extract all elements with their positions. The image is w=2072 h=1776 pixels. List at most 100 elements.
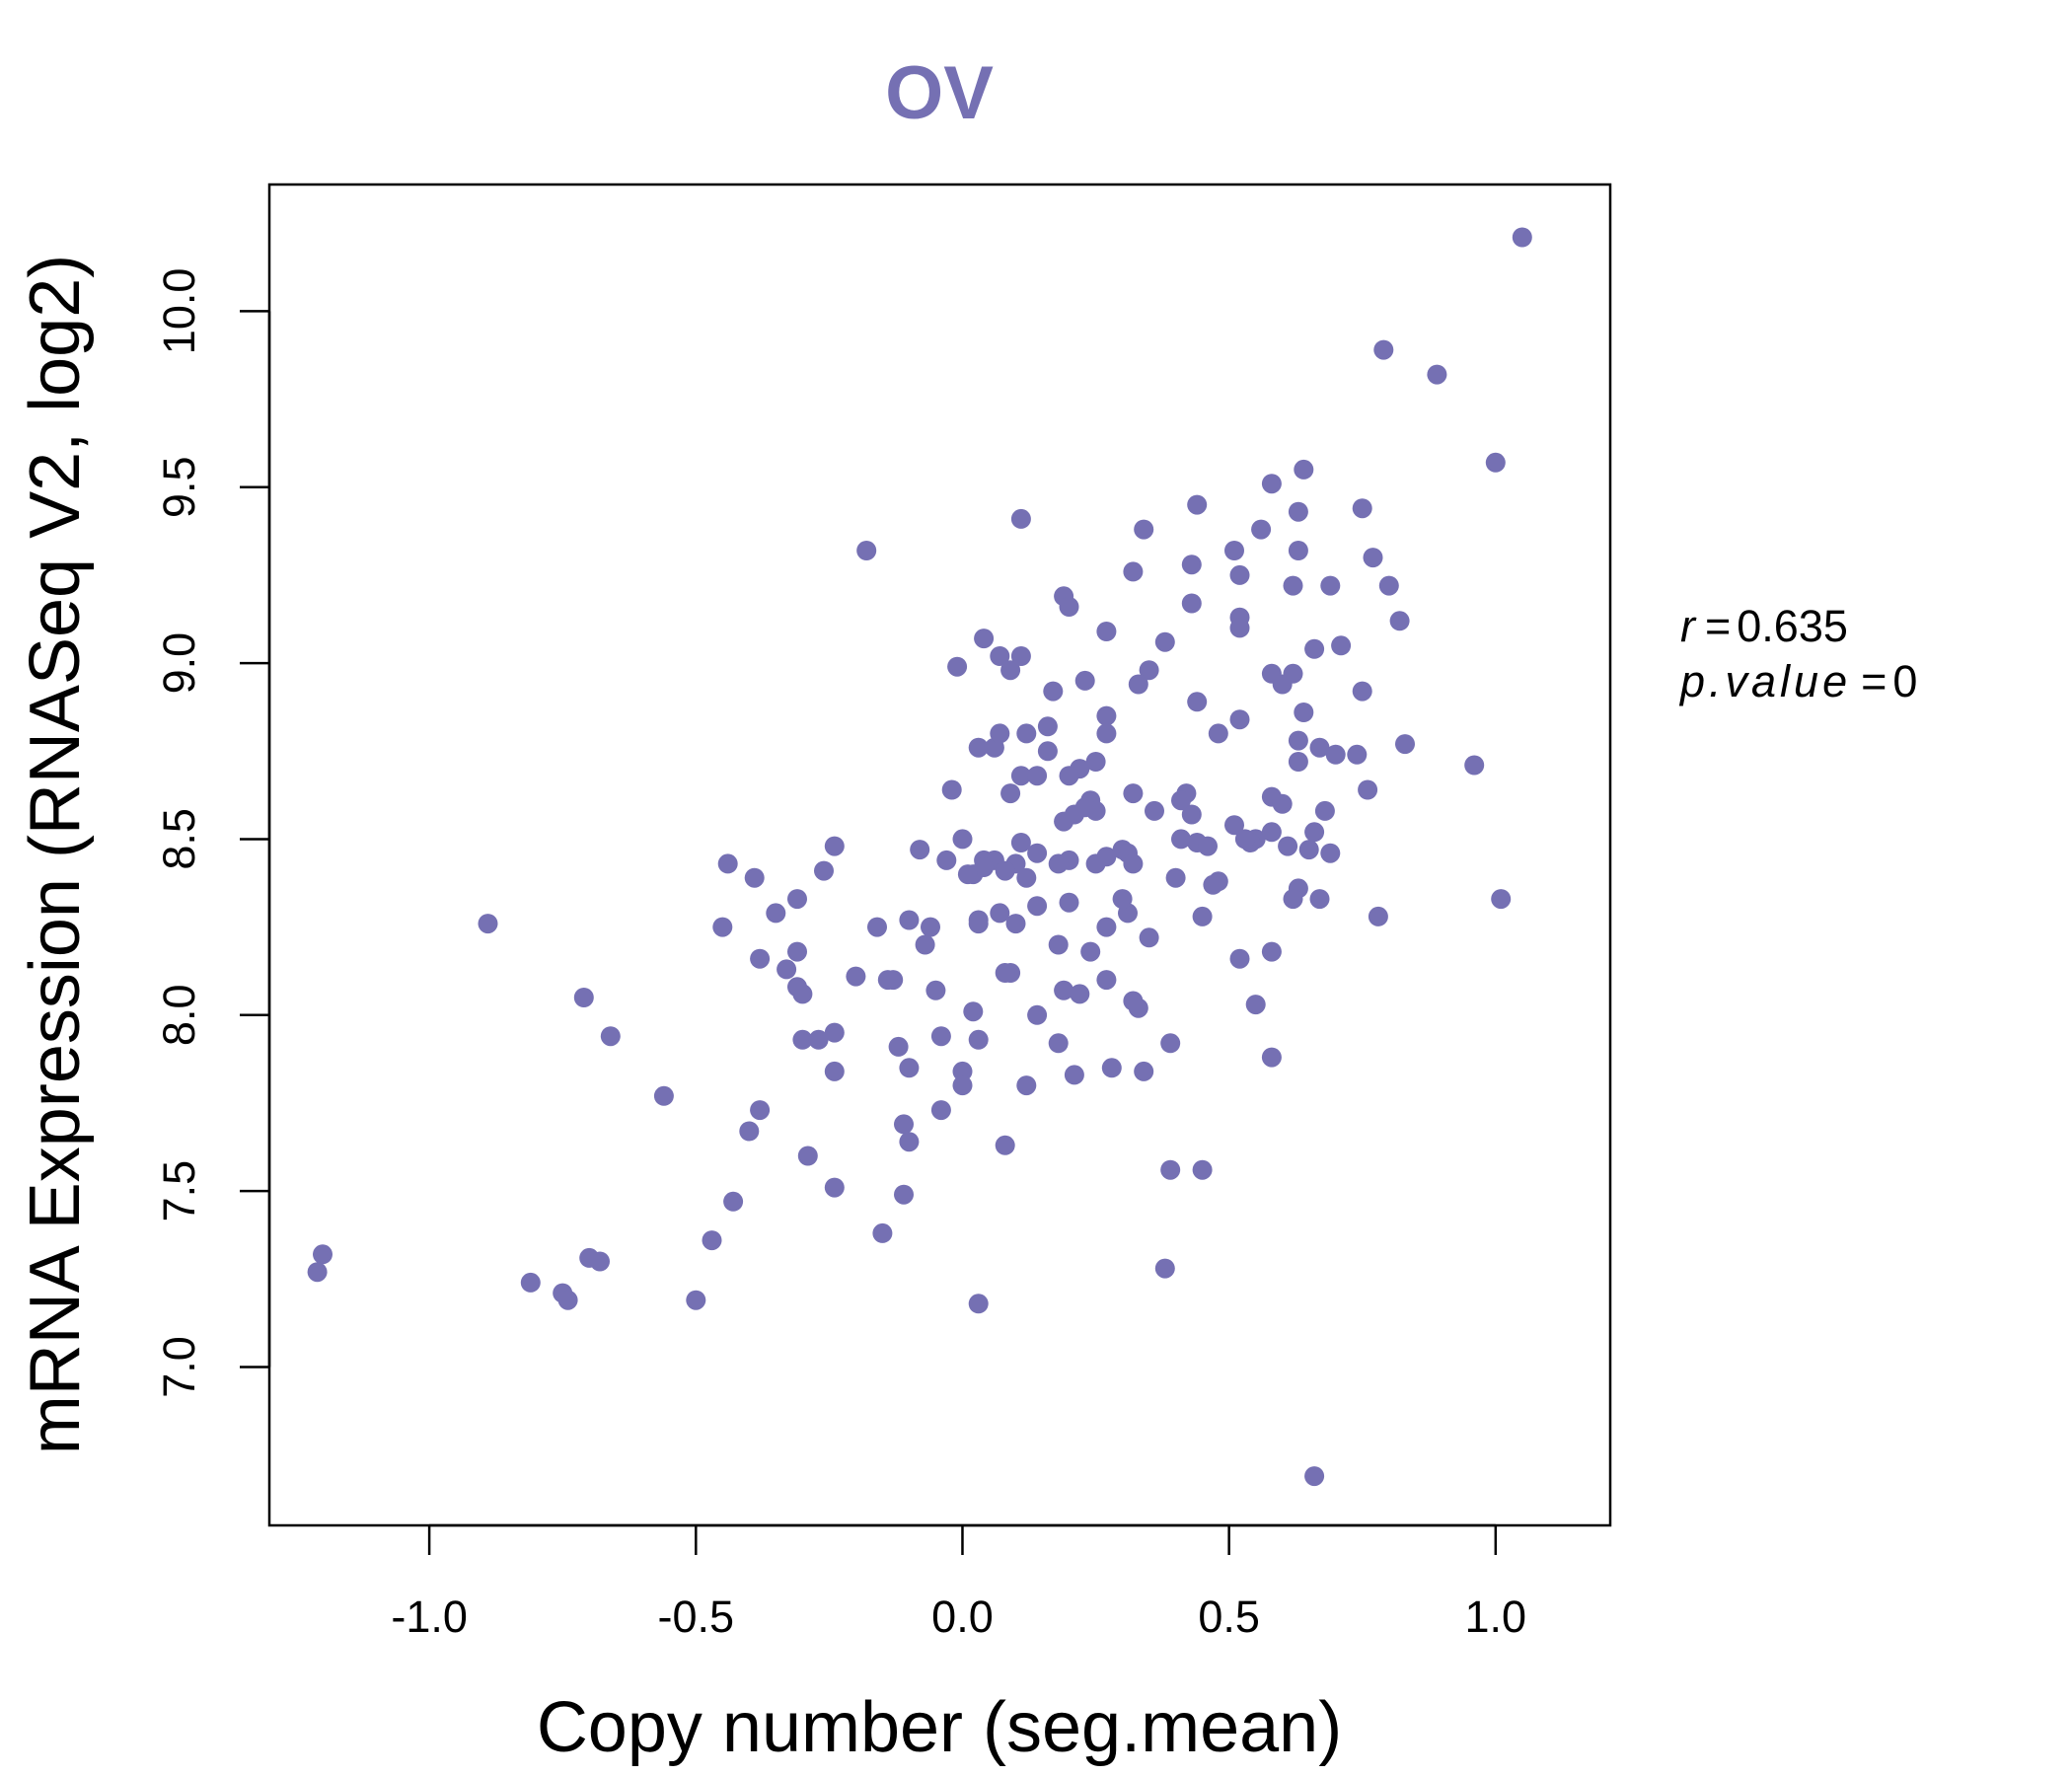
r-label: r [1680,601,1697,651]
data-point [573,988,594,1007]
data-point [766,903,786,924]
data-point [1181,804,1202,825]
data-point [1123,783,1144,804]
x-tick-label: -0.5 [658,1591,735,1642]
data-point [1464,755,1485,776]
data-point [952,829,973,850]
data-point [717,853,738,874]
data-point [1043,681,1064,702]
x-axis-title: Copy number (seg.mean) [537,1688,1342,1767]
data-point [1427,364,1447,385]
data-point [1027,1004,1048,1025]
p-label: p.value [1678,656,1851,706]
data-point [824,1061,845,1081]
data-point [739,1121,760,1142]
data-point [600,1026,621,1047]
data-point [1085,752,1106,772]
data-point [797,1146,818,1166]
data-point [824,1177,845,1198]
data-point [686,1290,706,1310]
data-point [1080,941,1101,962]
correlation-stats: r = 0.635 p.value = 0 [1678,601,1917,706]
data-point [478,914,498,934]
data-point [1181,555,1202,575]
data-point [1314,800,1335,821]
data-point [1224,541,1244,560]
data-point [1154,1258,1175,1279]
data-point [925,980,946,1000]
data-point [1048,853,1069,874]
data-point [744,867,765,888]
data-point [1352,498,1372,519]
data-point [1234,829,1255,850]
data-point [846,966,866,987]
data-point [877,970,898,991]
x-tick-label: -1.0 [391,1591,468,1642]
data-point [968,914,989,934]
r-statistic: r = 0.635 [1680,601,1848,651]
x-tick-label: 0.5 [1198,1591,1260,1642]
y-tick-label: 8.0 [154,985,204,1047]
data-point [1005,914,1026,934]
data-point [968,1294,989,1314]
data-point [1027,896,1048,917]
data-point [963,1001,984,1022]
data-point [995,963,1015,983]
data-point [1096,622,1117,641]
data-point [910,840,930,860]
data-point [995,1135,1015,1155]
data-point [777,959,797,980]
data-point [1288,541,1308,560]
data-point [1278,836,1298,856]
data-point [990,723,1010,744]
data-point [1331,635,1352,656]
p-value: 0 [1892,656,1917,706]
data-point [1037,716,1058,737]
data-point [968,1029,989,1050]
data-point [1160,1033,1181,1054]
data-point [1128,674,1148,695]
r-value: 0.635 [1737,601,1848,651]
data-point [1016,723,1037,744]
data-point [1261,1047,1282,1068]
y-tick-label: 8.5 [154,808,204,870]
data-point [1096,723,1117,744]
data-point [1064,1065,1084,1085]
data-points [307,227,1532,1487]
data-point [1181,593,1202,614]
data-point [947,656,968,677]
data-point [787,941,807,962]
chart-title: OV [885,51,994,135]
y-tick-label: 9.5 [154,457,204,519]
data-point [1101,1058,1122,1078]
data-point [1251,519,1272,540]
data-point [990,903,1010,924]
data-point [1139,660,1159,681]
y-tick-label: 7.0 [154,1336,204,1398]
data-point [1145,800,1164,821]
data-point [1298,840,1319,860]
data-point [557,1290,578,1310]
data-point [1187,494,1208,515]
data-point [1096,917,1117,937]
data-point [792,1029,813,1050]
data-point [590,1251,610,1272]
data-point [1027,843,1048,863]
data-point [1059,597,1079,617]
data-point [1358,779,1378,800]
data-point [1048,934,1069,955]
data-point [1171,829,1191,850]
data-point [1378,575,1399,596]
y-tick-label: 10.0 [154,268,204,355]
data-point [1160,1159,1181,1180]
data-point [1304,822,1325,843]
data-point [1016,1075,1037,1096]
data-point [1096,705,1117,726]
data-point [1288,752,1308,772]
data-point [1128,998,1148,1018]
data-point [1134,1061,1154,1081]
data-point [1000,783,1021,804]
data-point [1010,646,1031,666]
data-point [1112,889,1133,910]
